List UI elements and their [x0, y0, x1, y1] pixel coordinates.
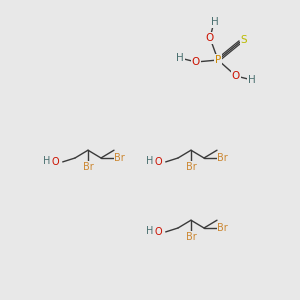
Text: S: S — [241, 35, 247, 45]
Text: O: O — [192, 57, 200, 67]
Text: Br: Br — [218, 223, 228, 233]
Text: O: O — [155, 157, 163, 167]
Text: H: H — [43, 156, 50, 166]
Text: O: O — [155, 227, 163, 237]
Text: O: O — [206, 33, 214, 43]
Text: H: H — [248, 75, 256, 85]
Text: H: H — [146, 226, 153, 236]
Text: H: H — [146, 156, 153, 166]
Text: Br: Br — [82, 162, 93, 172]
Text: P: P — [215, 55, 221, 65]
Text: Br: Br — [115, 153, 125, 163]
Text: H: H — [176, 53, 184, 63]
Text: Br: Br — [218, 153, 228, 163]
Text: O: O — [52, 157, 59, 167]
Text: Br: Br — [186, 162, 196, 172]
Text: O: O — [232, 71, 240, 81]
Text: H: H — [211, 17, 219, 27]
Text: Br: Br — [186, 232, 196, 242]
